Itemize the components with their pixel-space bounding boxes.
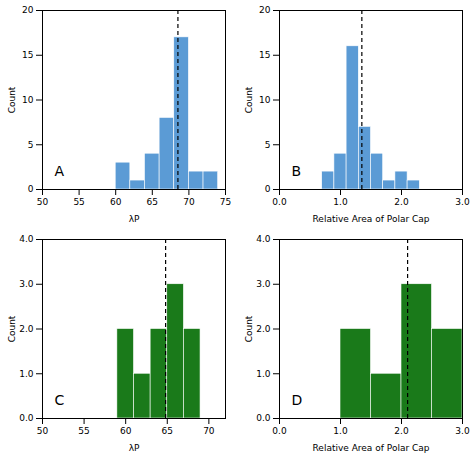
svg-text:λP: λP — [129, 443, 140, 453]
svg-text:3.0: 3.0 — [455, 197, 470, 207]
svg-text:Count: Count — [244, 315, 254, 342]
svg-text:Count: Count — [7, 315, 17, 342]
svg-text:70: 70 — [203, 426, 215, 436]
svg-text:B: B — [292, 163, 302, 179]
svg-text:60: 60 — [120, 426, 132, 436]
svg-text:10: 10 — [259, 95, 271, 105]
svg-text:60: 60 — [110, 197, 122, 207]
svg-text:Count: Count — [244, 86, 254, 113]
svg-text:1.0: 1.0 — [333, 426, 348, 436]
svg-text:10: 10 — [22, 95, 34, 105]
svg-text:Count: Count — [7, 86, 17, 113]
svg-text:1.0: 1.0 — [256, 369, 271, 379]
svg-text:55: 55 — [73, 197, 84, 207]
svg-text:20: 20 — [259, 5, 271, 15]
svg-text:65: 65 — [162, 426, 173, 436]
svg-text:2.0: 2.0 — [256, 324, 271, 334]
svg-text:5: 5 — [265, 140, 271, 150]
svg-text:20: 20 — [22, 5, 34, 15]
svg-text:4.0: 4.0 — [19, 234, 34, 244]
svg-text:3.0: 3.0 — [256, 279, 271, 289]
svg-text:65: 65 — [147, 197, 158, 207]
svg-text:75: 75 — [220, 197, 231, 207]
svg-text:50: 50 — [37, 197, 49, 207]
svg-text:50: 50 — [37, 426, 49, 436]
svg-text:3.0: 3.0 — [19, 279, 34, 289]
svg-text:2.0: 2.0 — [394, 426, 409, 436]
svg-text:70: 70 — [183, 197, 195, 207]
svg-text:0.0: 0.0 — [256, 413, 271, 423]
svg-text:3.0: 3.0 — [455, 426, 470, 436]
svg-text:Relative Area of Polar Cap: Relative Area of Polar Cap — [313, 443, 430, 453]
svg-text:0: 0 — [265, 184, 271, 194]
svg-text:1.0: 1.0 — [333, 197, 348, 207]
svg-text:5: 5 — [28, 140, 34, 150]
svg-text:55: 55 — [78, 426, 89, 436]
svg-text:0.0: 0.0 — [272, 197, 287, 207]
svg-text:2.0: 2.0 — [394, 197, 409, 207]
svg-text:A: A — [55, 163, 65, 179]
svg-text:15: 15 — [22, 50, 33, 60]
svg-text:15: 15 — [259, 50, 270, 60]
svg-text:0.0: 0.0 — [19, 413, 34, 423]
svg-text:0: 0 — [28, 184, 34, 194]
svg-text:2.0: 2.0 — [19, 324, 34, 334]
svg-text:0.0: 0.0 — [272, 426, 287, 436]
svg-text:Relative Area of Polar Cap: Relative Area of Polar Cap — [313, 214, 430, 224]
svg-text:λP: λP — [129, 214, 140, 224]
svg-text:C: C — [55, 392, 65, 408]
svg-text:D: D — [292, 392, 303, 408]
svg-text:1.0: 1.0 — [19, 369, 34, 379]
svg-text:4.0: 4.0 — [256, 234, 271, 244]
